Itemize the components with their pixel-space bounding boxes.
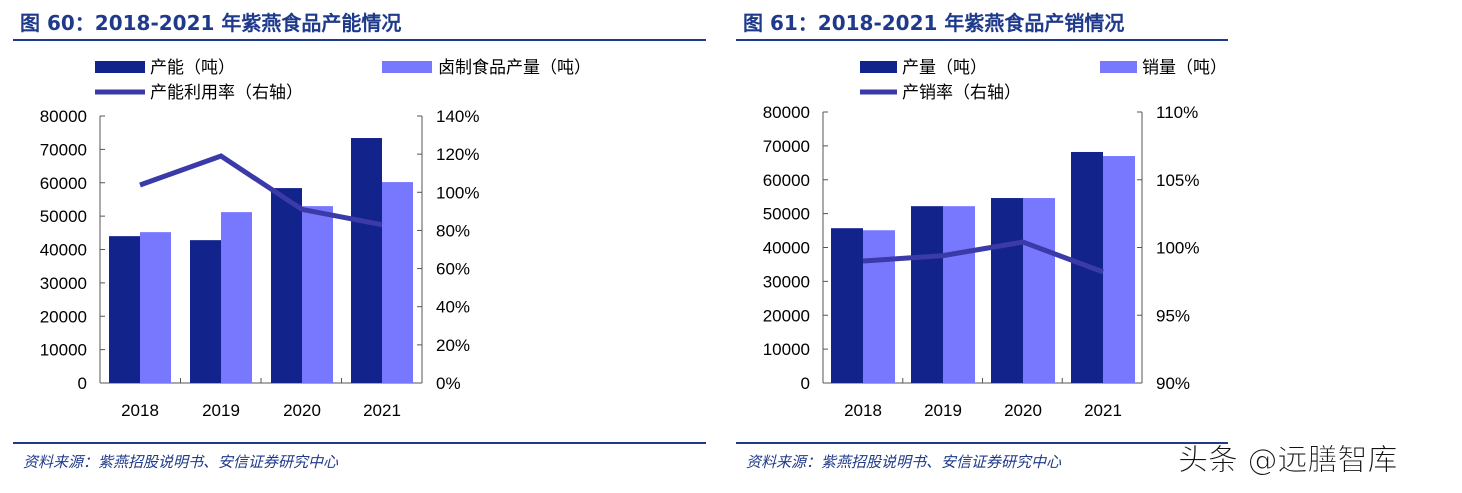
bar-2020-1: [302, 206, 333, 383]
x-tick-label: 2021: [1084, 401, 1122, 420]
y-tick-label: 40000: [40, 241, 87, 260]
y-tick-label: 30000: [40, 274, 87, 293]
x-tick-label: 2018: [844, 401, 882, 420]
x-tick-label: 2021: [363, 401, 401, 420]
y-tick-label: 20000: [40, 307, 87, 326]
legend-label: 卤制食品产量（吨）: [438, 58, 591, 78]
legend-swatch: [860, 61, 897, 73]
y2-tick-label: 100%: [1156, 239, 1199, 258]
legend-label: 产能利用率（右轴）: [150, 83, 303, 103]
bar-2021-1: [382, 182, 413, 383]
bar-2020-0: [271, 188, 302, 383]
y-tick-label: 20000: [763, 306, 810, 325]
y-tick-label: 70000: [40, 140, 87, 159]
bar-2019-1: [221, 212, 252, 383]
bar-2019-0: [911, 206, 943, 383]
y2-tick-label: 90%: [1156, 374, 1190, 393]
y-tick-label: 60000: [763, 171, 810, 190]
watermark: 头条 @远膳智库: [1178, 443, 1398, 478]
y-tick-label: 30000: [763, 272, 810, 291]
bar-2018-0: [109, 236, 140, 383]
source-note: 资料来源：紫燕招股说明书、安信证券研究中心: [23, 453, 339, 471]
bar-2020-0: [991, 198, 1023, 383]
legend-label: 销量（吨）: [1142, 58, 1227, 78]
y2-tick-label: 140%: [436, 107, 479, 126]
chart-title: 图 60：2018-2021 年紫燕食品产能情况: [20, 11, 401, 35]
chart-title: 图 61：2018-2021 年紫燕食品产销情况: [743, 11, 1124, 35]
y2-tick-label: 95%: [1156, 306, 1190, 325]
y2-tick-label: 100%: [436, 183, 479, 202]
bar-2021-0: [351, 138, 382, 383]
x-tick-label: 2019: [202, 401, 240, 420]
y2-tick-label: 40%: [436, 298, 470, 317]
y2-tick-label: 80%: [436, 221, 470, 240]
x-tick-label: 2018: [121, 401, 159, 420]
bar-2019-0: [190, 240, 221, 383]
legend-label: 产能（吨）: [150, 58, 235, 78]
y-tick-label: 80000: [763, 103, 810, 122]
y2-tick-label: 0%: [436, 374, 461, 393]
legend-label: 产量（吨）: [902, 58, 987, 78]
y2-tick-label: 120%: [436, 145, 479, 164]
bar-2021-1: [1103, 156, 1135, 383]
source-note: 资料来源：紫燕招股说明书、安信证券研究中心: [746, 453, 1062, 471]
x-tick-label: 2020: [283, 401, 321, 420]
y-tick-label: 80000: [40, 107, 87, 126]
bar-2018-0: [831, 228, 863, 383]
bar-2018-1: [863, 230, 895, 383]
legend-swatch: [95, 61, 145, 73]
y-tick-label: 50000: [40, 207, 87, 226]
bar-2018-1: [140, 232, 171, 383]
y-tick-label: 10000: [763, 340, 810, 359]
y-tick-label: 50000: [763, 205, 810, 224]
y-tick-label: 0: [801, 374, 810, 393]
legend-swatch: [1100, 61, 1137, 73]
y-tick-label: 10000: [40, 341, 87, 360]
y2-tick-label: 20%: [436, 336, 470, 355]
y2-tick-label: 110%: [1156, 103, 1198, 122]
y-tick-label: 60000: [40, 174, 87, 193]
line-series: [862, 239, 1104, 275]
x-tick-label: 2019: [924, 401, 962, 420]
legend-swatch: [382, 61, 432, 73]
y-tick-label: 40000: [763, 239, 810, 258]
line-series: [139, 153, 383, 228]
y2-tick-label: 105%: [1156, 171, 1199, 190]
y-tick-label: 70000: [763, 137, 810, 156]
bar-2019-1: [943, 206, 975, 383]
y2-tick-label: 60%: [436, 260, 470, 279]
x-tick-label: 2020: [1004, 401, 1042, 420]
legend-label: 产销率（右轴）: [902, 83, 1021, 103]
bar-2020-1: [1023, 198, 1055, 383]
y-tick-label: 0: [78, 374, 87, 393]
